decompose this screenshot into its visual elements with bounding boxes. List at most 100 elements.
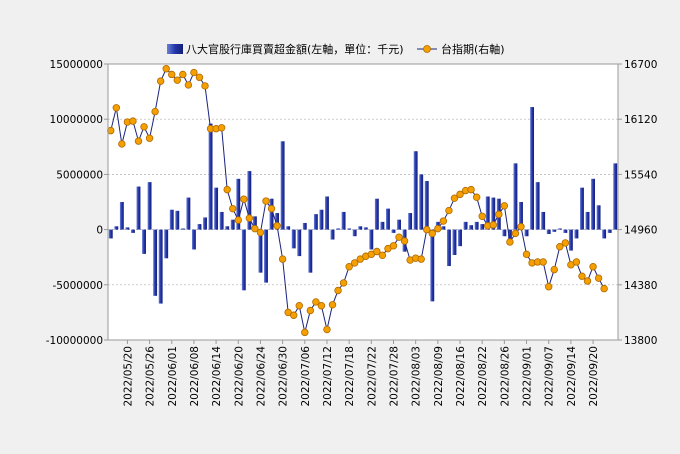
index-point: [267, 204, 276, 213]
index-point: [107, 126, 115, 135]
bar: [463, 221, 468, 230]
bar: [313, 214, 318, 230]
bar: [430, 229, 435, 302]
bar: [485, 196, 490, 230]
right-tick-label: 16120: [624, 114, 657, 126]
bar: [180, 228, 185, 230]
index-point: [450, 194, 459, 202]
index-point: [417, 255, 425, 263]
bar: [441, 226, 446, 230]
bar: [563, 229, 568, 233]
x-tick-label: 2022/09/20: [588, 346, 600, 407]
index-point: [556, 243, 564, 251]
bar: [408, 213, 413, 230]
x-tick-label: 2022/09/01: [522, 346, 534, 407]
bar: [380, 221, 385, 230]
index-point: [456, 190, 464, 199]
index-point: [217, 124, 226, 132]
index-point: [539, 258, 547, 266]
bar: [580, 187, 584, 230]
left-tick-label: 5000000: [56, 169, 103, 181]
bar: [530, 107, 535, 230]
bar: [480, 224, 485, 230]
bar: [291, 229, 296, 249]
bar: [369, 229, 374, 250]
index-point: [251, 224, 259, 233]
x-tick-label: 2022/07/22: [366, 346, 378, 407]
index-point: [339, 279, 348, 287]
bar: [596, 205, 601, 230]
bar: [397, 219, 401, 230]
legend: 八大官股行庫買賣超金額(左軸，單位：千元) 台指期(右軸): [167, 42, 505, 56]
index-point: [378, 251, 387, 259]
x-tick-label: 2022/06/01: [167, 346, 179, 407]
bar: [319, 209, 324, 230]
index-point: [156, 77, 165, 85]
index-point: [439, 217, 448, 225]
x-tick-label: 2022/06/24: [255, 346, 267, 407]
bar: [347, 228, 352, 230]
bar: [585, 211, 590, 230]
right-tick-label: 15540: [624, 169, 657, 181]
index-point: [179, 70, 187, 79]
right-tick-label: 16700: [624, 59, 657, 71]
index-point: [572, 258, 581, 266]
bar: [419, 174, 424, 230]
index-point: [506, 238, 514, 246]
bar: [297, 229, 302, 257]
bar: [225, 226, 230, 230]
x-axis: 2022/05/20 2022/05/26 2022/06/01 2022/06/08…: [122, 340, 600, 407]
bar: [197, 224, 202, 230]
bar: [386, 208, 390, 230]
x-tick-label: 2022/08/22: [477, 346, 489, 407]
bar: [524, 229, 529, 237]
index-point: [561, 239, 570, 247]
x-tick-label: 2022/06/20: [233, 346, 245, 407]
legend-bar-label: 八大官股行庫買賣超金額(左軸，單位：千元): [186, 42, 404, 56]
index-point: [145, 134, 154, 142]
bar: [491, 197, 496, 230]
plot-area: [108, 64, 618, 340]
bar: [330, 229, 335, 240]
index-point: [600, 284, 608, 293]
x-tick-label: 2022/08/16: [455, 346, 467, 407]
index-point: [550, 265, 558, 274]
index-point: [162, 65, 170, 73]
bar: [352, 229, 357, 237]
bar: [607, 229, 612, 233]
bar: [541, 211, 546, 230]
index-point: [184, 81, 193, 89]
index-point: [151, 107, 159, 116]
bar: [424, 181, 429, 230]
index-point: [395, 233, 403, 241]
bar: [358, 226, 363, 230]
x-tick-label: 2022/09/14: [566, 346, 578, 407]
bar: [568, 229, 573, 251]
bar: [391, 229, 396, 233]
x-tick-label: 2022/08/26: [499, 346, 511, 407]
index-markers: [107, 65, 608, 337]
x-tick-label: 2022/06/30: [278, 346, 290, 407]
bar: [325, 196, 329, 230]
index-point: [262, 197, 270, 205]
index-point: [350, 259, 359, 267]
bar: [153, 229, 158, 296]
index-point: [112, 104, 121, 112]
bar: [535, 182, 540, 230]
index-point: [323, 325, 331, 334]
index-point: [306, 306, 315, 315]
x-tick-label: 2022/06/14: [211, 346, 223, 407]
left-tick-label: 0: [96, 225, 103, 237]
bar: [513, 163, 518, 230]
index-point: [256, 228, 265, 237]
index-point: [583, 277, 592, 285]
bar: [336, 228, 340, 230]
right-axis: 16700 16120 15540 14960 14380 13800: [618, 59, 657, 347]
index-point: [423, 225, 431, 234]
index-point: [168, 70, 176, 79]
index-point: [495, 210, 503, 219]
index-point: [545, 283, 553, 291]
index-point: [301, 328, 309, 337]
x-tick-label: 2022/05/20: [122, 346, 134, 407]
